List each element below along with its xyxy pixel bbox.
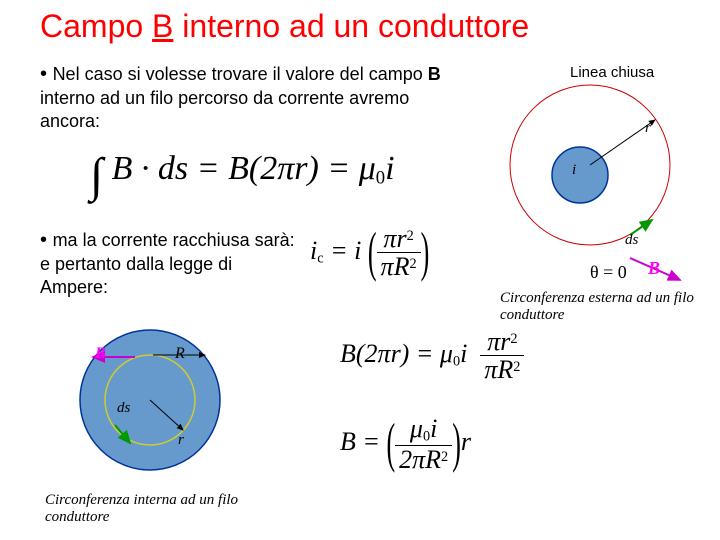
eq3-lhs: B(2πr) = μ [340, 339, 453, 368]
equation-ic: ic = i ( πr2 πR2 ) [310, 225, 429, 281]
ic-num-sup: 2 [407, 228, 414, 244]
label-ds-ext: ds [625, 232, 638, 249]
title-pre: Campo [40, 8, 152, 44]
eq3-i: i [460, 339, 467, 368]
diagram-external [480, 60, 710, 290]
p2-l2: e pertanto dalla legge di Ampere: [40, 254, 232, 297]
eq4-den: 2πR [399, 445, 441, 474]
eq3-num: πr [487, 327, 510, 356]
eq3-frac: πr2 πR2 [480, 328, 524, 384]
title-B: B [152, 8, 173, 44]
label-theta: θ = 0 [590, 262, 627, 283]
bullet-icon: • [40, 63, 53, 85]
caption-internal: Circonferenza interna ad un filo condutt… [45, 492, 245, 526]
p2-l1: ma la corrente racchiusa sarà: [53, 230, 295, 250]
label-ds-int: ds [117, 400, 130, 417]
label-B-ext: B [648, 258, 660, 279]
title-post: interno ad un conduttore [173, 8, 529, 44]
ic-den: πR [381, 252, 410, 281]
page-title: Campo B interno ad un conduttore [40, 8, 529, 45]
eq4-mu: μ [410, 414, 423, 443]
label-R-int: R [175, 345, 185, 363]
p1-line1a: Nel caso si volesse trovare il valore de… [53, 64, 428, 84]
label-i-ext: i [572, 162, 576, 179]
ic-num: πr [383, 224, 406, 253]
equation-ampere: B(2πr) = μ0i πr2 πR2 [340, 328, 524, 384]
paragraph-1: • Nel caso si volesse trovare il valore … [40, 62, 470, 132]
label-r-ext: r [645, 120, 651, 137]
p1-line2: interno ad un filo percorso da corrente … [40, 88, 409, 131]
paragraph-2: • ma la corrente racchiusa sarà: e perta… [40, 228, 300, 298]
eq3-num-sup: 2 [510, 331, 517, 347]
eq4-lhs: B = [340, 427, 386, 456]
p1-B: B [428, 64, 441, 84]
label-linea-chiusa: Linea chiusa [570, 64, 654, 81]
equation-integral: ∫ B · ds = B(2πr) = μ0i [90, 150, 395, 195]
ic-eq: = i [324, 236, 362, 265]
eq1-tail: i [385, 150, 394, 187]
eq4-den-sup: 2 [441, 448, 448, 464]
equation-B: B = ( μ0i 2πR2 )r [340, 415, 471, 473]
ic-den-sup: 2 [409, 256, 416, 272]
eq1-body: B · ds = B(2πr) = μ [112, 150, 376, 187]
bullet-icon: • [40, 229, 53, 251]
caption-external: Circonferenza esterna ad un filo condutt… [500, 290, 710, 324]
eq4-frac: μ0i 2πR2 [395, 415, 452, 473]
ic-frac: πr2 πR2 [377, 225, 421, 281]
eq3-den-sup: 2 [513, 359, 520, 375]
eq4-tail: r [461, 427, 471, 456]
label-B-int: B [95, 345, 106, 363]
eq3-den: πR [484, 355, 513, 384]
eq4-i: i [430, 414, 437, 443]
integral-icon: ∫ [90, 157, 103, 195]
eq1-sub: 0 [376, 168, 385, 189]
label-r-int: r [178, 432, 184, 449]
